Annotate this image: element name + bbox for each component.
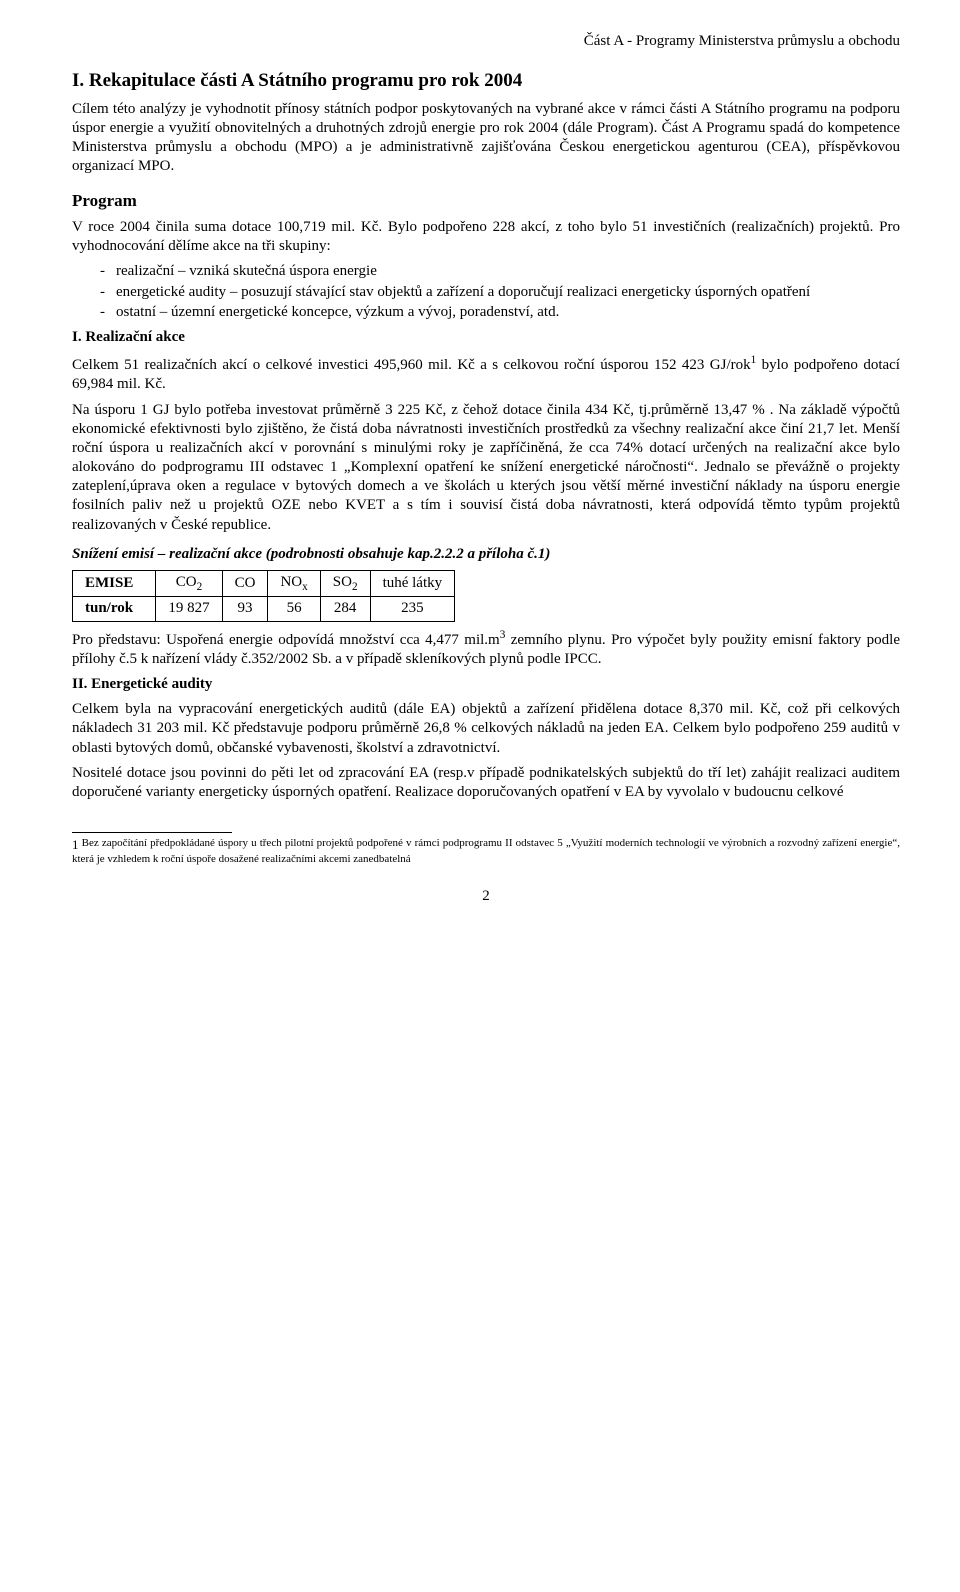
- table-header-cell: SO2: [320, 571, 370, 597]
- table-cell: 93: [222, 597, 268, 621]
- emissions-caption: Snížení emisí – realizační akce (podrobn…: [72, 545, 900, 564]
- table-header-cell: NOx: [268, 571, 320, 597]
- page-header-right: Část A - Programy Ministerstva průmyslu …: [72, 32, 900, 51]
- table-cell: 56: [268, 597, 320, 621]
- table-header-cell: EMISE: [73, 571, 156, 597]
- list-item: ostatní – územní energetické koncepce, v…: [100, 303, 900, 322]
- section1-heading-text: I. Realizační akce: [72, 329, 185, 345]
- program-subheading: Program: [72, 190, 900, 212]
- section2-paragraph-2: Nositelé dotace jsou povinni do pěti let…: [72, 764, 900, 802]
- table-cell: 19 827: [156, 597, 222, 621]
- table-header-cell: CO: [222, 571, 268, 597]
- table-row: EMISE CO2 CO NOx SO2 tuhé látky: [73, 571, 455, 597]
- footnote: 1 Bez započítání předpokládané úspory u …: [72, 837, 900, 867]
- program-paragraph-1: V roce 2004 činila suma dotace 100,719 m…: [72, 218, 900, 256]
- table-cell: 235: [370, 597, 455, 621]
- footnote-text: Bez započítání předpokládané úspory u tř…: [72, 837, 900, 865]
- footnote-separator: [72, 832, 232, 833]
- sec1-p1-a: Celkem 51 realizačních akcí o celkové in…: [72, 357, 751, 373]
- main-heading: I. Rekapitulace části A Státního program…: [72, 69, 900, 93]
- section2-heading: II. Energetické audity: [72, 675, 900, 694]
- section1-paragraph-2: Na úsporu 1 GJ bylo potřeba investovat p…: [72, 401, 900, 535]
- emissions-table: EMISE CO2 CO NOx SO2 tuhé látky tun/rok …: [72, 570, 455, 622]
- page-number: 2: [72, 887, 900, 906]
- list-item: energetické audity – posuzují stávající …: [100, 283, 900, 302]
- section1-heading: I. Realizační akce: [72, 328, 900, 347]
- bullet-list: realizační – vzniká skutečná úspora ener…: [72, 262, 900, 322]
- section2-paragraph-1: Celkem byla na vypracování energetických…: [72, 700, 900, 758]
- intro-paragraph: Cílem této analýzy je vyhodnotit přínosy…: [72, 100, 900, 177]
- list-item: realizační – vzniká skutečná úspora ener…: [100, 262, 900, 281]
- after-table-a: Pro představu: Uspořená energie odpovídá…: [72, 632, 500, 648]
- table-header-cell: CO2: [156, 571, 222, 597]
- section1-paragraph-1: Celkem 51 realizačních akcí o celkové in…: [72, 353, 900, 394]
- table-cell: tun/rok: [73, 597, 156, 621]
- table-header-cell: tuhé látky: [370, 571, 455, 597]
- table-row: tun/rok 19 827 93 56 284 235: [73, 597, 455, 621]
- table-cell: 284: [320, 597, 370, 621]
- after-table-paragraph: Pro představu: Uspořená energie odpovídá…: [72, 628, 900, 669]
- section2-heading-text: II. Energetické audity: [72, 676, 212, 692]
